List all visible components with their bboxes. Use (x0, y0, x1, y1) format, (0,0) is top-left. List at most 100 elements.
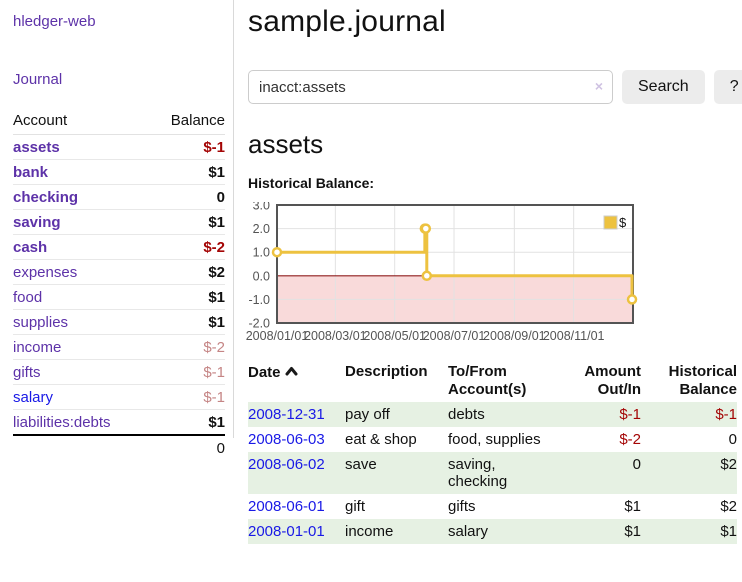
chart-border (276, 204, 634, 324)
data-point-marker (626, 294, 638, 305)
account-row: supplies $1 (13, 309, 225, 335)
transaction-date-link[interactable]: 2008-06-01 (248, 498, 325, 515)
register-table: Date Description To/From Account(s) Amoun… (248, 360, 737, 544)
y-tick-label: -1.0 (248, 293, 270, 307)
account-link-supplies[interactable]: supplies (13, 313, 69, 331)
data-point-marker (271, 246, 283, 258)
transaction-date-link[interactable]: 2008-06-02 (248, 456, 325, 473)
accounts-total-value: 0 (149, 434, 225, 460)
sort-up-icon (285, 363, 298, 381)
account-balance: $2 (149, 259, 225, 285)
x-tick-label: 2008/11/01 (543, 329, 605, 343)
transaction-accounts: gifts (448, 498, 476, 515)
register-row: 2008-01-01 income salary $1 $1 (248, 519, 737, 544)
transaction-amount: $1 (624, 498, 641, 515)
search-input[interactable] (248, 70, 613, 104)
app-brand-link[interactable]: hledger-web (13, 13, 96, 30)
account-heading: assets (248, 129, 324, 159)
account-row: assets $-1 (13, 135, 225, 160)
register-header-date[interactable]: Date (248, 360, 345, 402)
account-balance: $-1 (149, 359, 225, 385)
transaction-date-link[interactable]: 2008-01-01 (248, 523, 325, 540)
transaction-accounts: food, supplies (448, 431, 541, 448)
y-tick-label: -2.0 (248, 317, 270, 331)
account-balance: $1 (149, 309, 225, 335)
transaction-balance: $1 (720, 523, 737, 540)
y-tick-label: 2.0 (253, 222, 270, 236)
transaction-amount: $-2 (619, 431, 641, 448)
x-tick-label: 2008/01/01 (246, 329, 309, 343)
register-header-description: Description (345, 363, 428, 380)
account-row: bank $1 (13, 159, 225, 185)
account-link-food[interactable]: food (13, 288, 43, 306)
account-row: income $-2 (13, 334, 225, 360)
x-tick-label: 2008/07/01 (423, 329, 486, 343)
legend-swatch (603, 215, 618, 230)
transaction-date-link[interactable]: 2008-12-31 (248, 406, 325, 423)
account-link-cash[interactable]: cash (13, 238, 48, 256)
accounts-header-account: Account (13, 108, 150, 135)
balance-chart-svg: 3.0 2.0 1.0 0.0 -1.0 -2.02008/01/012008/03/01… (246, 199, 638, 343)
transaction-date-link[interactable]: 2008-06-03 (248, 431, 325, 448)
x-tick-label: 2008/09/01 (483, 329, 546, 343)
accounts-header-balance: Balance (149, 108, 225, 135)
transaction-accounts: debts (448, 406, 485, 423)
x-tick-label: 2008/05/01 (363, 329, 426, 343)
account-link-checking[interactable]: checking (13, 188, 79, 206)
page-title: sample.journal (248, 5, 446, 38)
y-tick-label: 1.0 (253, 246, 270, 260)
account-link-expenses[interactable]: expenses (13, 263, 78, 281)
transaction-description: income (345, 523, 394, 540)
sidebar-divider (233, 0, 234, 438)
data-point-marker (420, 223, 432, 234)
account-row: checking 0 (13, 184, 225, 210)
clear-search-icon[interactable]: × (594, 78, 603, 94)
account-link-gifts[interactable]: gifts (13, 363, 41, 381)
account-balance: $1 (149, 409, 225, 435)
account-link-income[interactable]: income (13, 338, 62, 356)
accounts-header-row: Account Balance (13, 108, 225, 135)
transaction-description: gift (345, 498, 366, 515)
balance-chart: 3.0 2.0 1.0 0.0 -1.0 -2.0 2008/01/01 2008/03/01… (241, 199, 640, 344)
account-row: expenses $2 (13, 259, 225, 285)
main-content: sample.journal × Search ? assets Histori… (246, 0, 742, 544)
transaction-amount: 0 (632, 456, 641, 473)
register-header-row: Date Description To/From Account(s) Amoun… (248, 360, 737, 402)
register-row: 2008-06-01 gift gifts $1 $2 (248, 494, 737, 519)
x-tick-label: 2008/03/01 (304, 329, 367, 343)
data-point-marker (421, 270, 433, 282)
transaction-balance: $2 (720, 498, 737, 515)
help-button[interactable]: ? (713, 70, 742, 104)
y-tick-label: 0.0 (253, 269, 270, 283)
search-button[interactable]: Search (622, 70, 705, 104)
account-row: food $1 (13, 284, 225, 310)
register-header-date-label: Date (248, 364, 281, 381)
account-row: salary $-1 (13, 384, 225, 410)
accounts-total-row: 0 (13, 434, 225, 460)
account-balance: $-2 (149, 334, 225, 360)
transaction-description: eat & shop (345, 431, 417, 448)
nav-journal-link[interactable]: Journal (13, 71, 63, 88)
account-link-salary[interactable]: salary (13, 388, 54, 406)
transaction-description: save (345, 456, 377, 473)
account-balance: $1 (149, 209, 225, 235)
sidebar: hledger-web Journal Account Balance asse… (0, 0, 233, 460)
transaction-accounts: salary (448, 523, 489, 540)
account-row: gifts $-1 (13, 359, 225, 385)
account-balance: $-1 (203, 138, 225, 156)
y-tick-label: 3.0 (253, 202, 270, 213)
transaction-amount: $1 (624, 523, 641, 540)
account-link-liabilities-debts[interactable]: liabilities:debts (13, 413, 111, 431)
register-header-amount: Amount Out/In (584, 363, 641, 398)
account-link-bank[interactable]: bank (13, 163, 49, 181)
account-balance: $1 (149, 159, 225, 185)
legend-label: $ (619, 215, 627, 230)
account-balance: $-2 (149, 234, 225, 260)
account-balance: $1 (149, 284, 225, 310)
transaction-amount: $-1 (619, 406, 641, 423)
transaction-description: pay off (345, 406, 390, 423)
transaction-balance: $-1 (715, 406, 737, 423)
account-link-saving[interactable]: saving (13, 213, 61, 231)
account-link-assets[interactable]: assets (13, 138, 60, 156)
accounts-table: Account Balance assets $-1 bank $1 check… (13, 108, 225, 460)
